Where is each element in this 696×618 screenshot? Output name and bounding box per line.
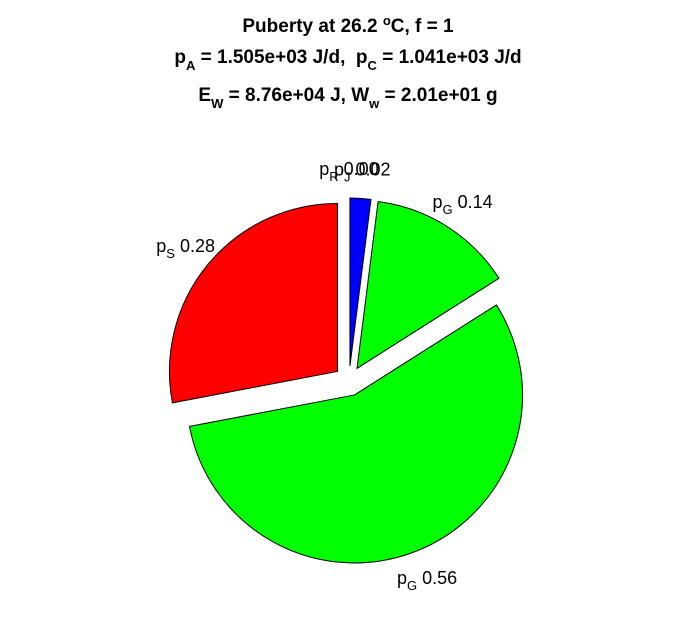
title-pc-value: = 1.041e+03 J/d [377,47,522,68]
slice-label-pg-1: pG 0.14 [433,192,493,217]
slice-label-value: 0.56 [417,568,457,588]
slice-label-symbol: p [319,159,329,179]
slice-label-symbol: p [433,192,443,212]
slice-label-pr-4: pR 0.00 [319,159,378,184]
title-ew-symbol: E [198,85,211,106]
pie-slice-ps-3 [168,202,338,404]
slice-label-pj-0: pJ 0.02 [334,159,391,184]
title-pc-symbol: p [356,47,368,68]
chart-title-line-3: EW = 8.76e+04 J, Ww = 2.01e+01 g [198,85,497,111]
slice-label-subscript: G [443,202,453,217]
pie-slice-pg-2 [188,304,524,564]
title-degree-superscript: o [383,13,391,28]
slice-label-symbol: p [156,236,166,256]
title-pa-subscript: A [186,58,196,73]
title-ww-subscript: w [368,96,380,111]
title-line-1-end: C, f = 1 [391,16,454,37]
pie-slice-pg-1 [356,201,500,370]
slice-label-symbol: p [397,568,407,588]
slice-label-symbol: p [334,159,344,179]
chart-title-line-2: pA = 1.505e+03 J/d, pC = 1.041e+03 J/d [174,47,521,73]
slice-label-pg-2: pG 0.56 [397,568,457,593]
pie-slice-pj-0 [349,197,372,367]
title-pa-symbol: p [174,47,186,68]
slice-label-subscript: G [407,578,417,593]
title-line-1-start: Puberty at 26.2 [242,16,382,37]
title-pa-value: = 1.505e+03 J/d, [195,47,356,68]
slice-label-value: 0.02 [351,159,391,179]
slice-label-value: 0.28 [175,236,215,256]
slice-label-value: 0.00 [339,159,379,179]
title-ww-symbol: W [351,85,369,106]
slice-label-subscript: S [166,246,175,261]
chart-title-line-1: Puberty at 26.2 oC, f = 1 [242,13,454,37]
pie-slices [168,197,524,564]
title-pc-subscript: C [368,58,378,73]
title-ew-value: = 8.76e+04 J, [223,85,351,106]
title-ew-subscript: W [211,96,224,111]
slice-label-ps-3: pS 0.28 [156,236,215,261]
slice-label-subscript: R [329,169,338,184]
slice-label-value: 0.14 [453,192,493,212]
title-ww-value: = 2.01e+01 g [379,85,497,106]
slice-label-subscript: J [344,169,351,184]
